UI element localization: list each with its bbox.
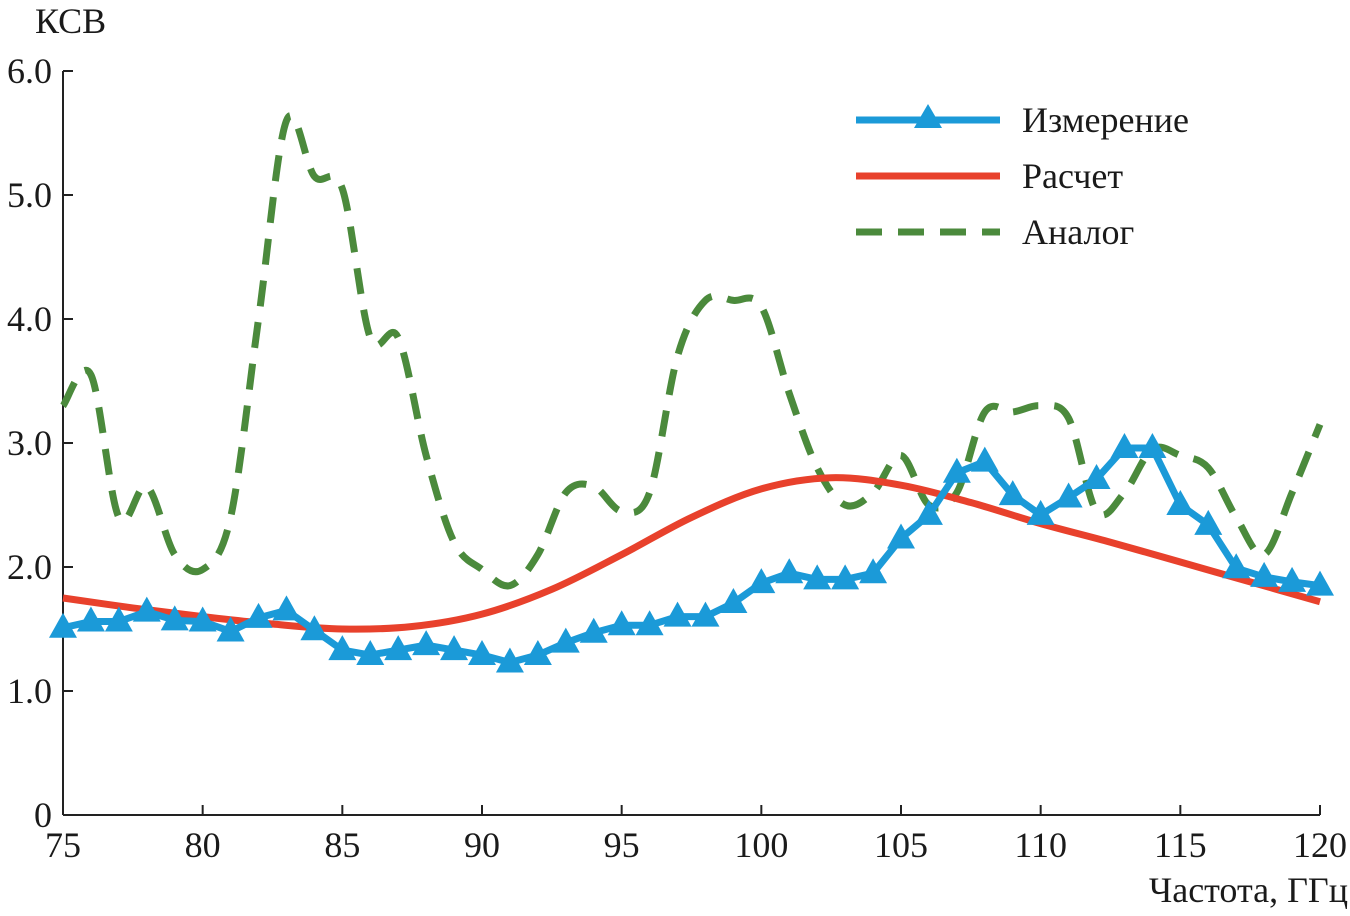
- measurement-point: [1110, 432, 1139, 458]
- measurement-point: [970, 446, 999, 472]
- measurement-point: [216, 616, 245, 642]
- measurement-point: [468, 640, 496, 666]
- measurement-point: [1166, 490, 1195, 515]
- measurement-point: [76, 606, 105, 632]
- x-tick-label: 80: [185, 825, 221, 865]
- measurement-point: [244, 602, 273, 628]
- series-1: [62, 474, 1321, 633]
- legend-item-measurement: Измерение: [856, 100, 1189, 140]
- y-tick-label: 3.0: [7, 423, 52, 463]
- x-tick-label: 105: [874, 825, 928, 865]
- measurement-point: [440, 635, 469, 661]
- measurement-point: [859, 558, 888, 584]
- y-tick-label: 2.0: [7, 547, 52, 587]
- measurement-line: [62, 444, 1321, 666]
- legend-item-analog: Аналог: [856, 212, 1134, 252]
- legend-label: Аналог: [1022, 212, 1134, 252]
- x-tick-label: 75: [45, 825, 81, 865]
- measurement-point: [998, 480, 1027, 506]
- measurement-point: [775, 558, 804, 584]
- measurement-point: [607, 610, 636, 636]
- y-axis-label: КСВ: [35, 1, 106, 41]
- measurement-point: [1194, 509, 1223, 535]
- measurement-point: [300, 615, 329, 641]
- measurement-point: [914, 499, 943, 525]
- measurement-point: [1278, 566, 1307, 592]
- measurement-point: [1222, 553, 1251, 579]
- measurement-point: [495, 647, 524, 673]
- x-tick-label: 110: [1014, 825, 1067, 865]
- measurement-point: [635, 610, 664, 636]
- x-tick-label: 85: [324, 825, 360, 865]
- legend-label: Измерение: [1022, 100, 1189, 140]
- measurement-point: [719, 587, 748, 613]
- measurement-point: [663, 601, 692, 627]
- series-layer: [49, 112, 1334, 673]
- series-2: [60, 112, 1324, 590]
- measurement-point: [523, 640, 552, 666]
- x-tick-label: 95: [604, 825, 640, 865]
- measurement-point: [104, 606, 133, 632]
- measurement-point: [132, 596, 161, 622]
- calculation-line: [62, 474, 1321, 633]
- x-tick-label: 100: [734, 825, 788, 865]
- measurement-point: [691, 601, 720, 627]
- x-tick-label: 90: [464, 825, 500, 865]
- y-tick-label: 6.0: [7, 51, 52, 91]
- measurement-point: [747, 568, 776, 594]
- measurement-point: [579, 617, 608, 643]
- y-tick-label: 1.0: [7, 671, 52, 711]
- measurement-point: [356, 640, 385, 666]
- measurement-point: [188, 606, 217, 632]
- measurement-point: [1250, 561, 1279, 587]
- legend: Измерение Расчет Аналог: [856, 100, 1189, 252]
- y-tick-label: 5.0: [7, 175, 52, 215]
- legend-item-calculation: Расчет: [856, 156, 1123, 196]
- measurement-point: [384, 635, 413, 661]
- measurement-point: [1306, 570, 1334, 596]
- measurement-point: [1026, 499, 1055, 525]
- measurement-point: [272, 595, 301, 621]
- axes: 75 80 85 90 95 100 105 110 115 120 0 1.0 2.0 3.0 4.0 5.…: [7, 51, 1347, 865]
- measurement-point: [803, 564, 832, 590]
- y-tick-label: 0: [34, 795, 52, 835]
- measurement-point: [887, 523, 915, 549]
- measurement-point: [328, 635, 357, 661]
- measurement-point: [1082, 463, 1111, 489]
- x-tick-label: 115: [1154, 825, 1207, 865]
- triangle-marker-icon: [914, 104, 942, 128]
- measurement-point: [49, 612, 77, 638]
- series-0: [49, 432, 1334, 673]
- measurement-point: [1054, 482, 1083, 508]
- measurement-point: [1138, 432, 1167, 458]
- analog-line: [60, 112, 1324, 590]
- x-tick-label: 120: [1293, 825, 1347, 865]
- legend-label: Расчет: [1022, 156, 1123, 196]
- measurement-point: [551, 627, 580, 653]
- y-tick-label: 4.0: [7, 299, 52, 339]
- x-axis-label: Частота, ГГц: [1149, 870, 1348, 910]
- measurement-point: [942, 457, 971, 483]
- measurement-point: [160, 605, 189, 631]
- measurement-point: [831, 564, 860, 590]
- measurement-point: [412, 630, 441, 656]
